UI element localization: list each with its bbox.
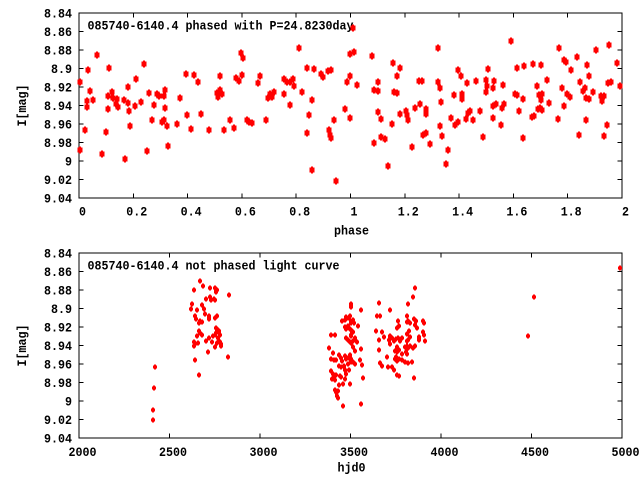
svg-text:085740-6140.4 phased with P=24: 085740-6140.4 phased with P=24.8230day <box>88 20 354 34</box>
svg-text:9.04: 9.04 <box>44 433 72 447</box>
svg-text:I[mag]: I[mag] <box>16 85 30 127</box>
svg-text:1.8: 1.8 <box>561 206 582 220</box>
svg-text:hjd0: hjd0 <box>338 462 366 476</box>
svg-text:9.02: 9.02 <box>44 414 72 428</box>
svg-text:8.9: 8.9 <box>51 63 72 77</box>
svg-text:8.84: 8.84 <box>44 248 72 262</box>
svg-text:8.98: 8.98 <box>44 377 72 391</box>
svg-text:phase: phase <box>334 225 369 239</box>
svg-text:4500: 4500 <box>521 446 549 460</box>
svg-text:8.98: 8.98 <box>44 137 72 151</box>
svg-text:9.02: 9.02 <box>44 174 72 188</box>
svg-text:8.84: 8.84 <box>44 8 72 22</box>
svg-text:2: 2 <box>622 206 629 220</box>
svg-text:1.6: 1.6 <box>506 206 527 220</box>
svg-text:085740-6140.4 not phased light: 085740-6140.4 not phased light curve <box>88 260 340 274</box>
svg-text:1.4: 1.4 <box>452 206 473 220</box>
svg-text:8.94: 8.94 <box>44 340 72 354</box>
svg-text:8.96: 8.96 <box>44 119 72 133</box>
svg-text:9: 9 <box>65 396 72 410</box>
svg-text:8.92: 8.92 <box>44 82 72 96</box>
svg-text:3500: 3500 <box>340 446 368 460</box>
svg-text:4000: 4000 <box>431 446 459 460</box>
svg-text:0.8: 0.8 <box>289 206 310 220</box>
svg-text:8.92: 8.92 <box>44 322 72 336</box>
svg-text:I[mag]: I[mag] <box>16 325 30 367</box>
svg-text:2500: 2500 <box>159 446 187 460</box>
svg-text:2000: 2000 <box>69 446 97 460</box>
svg-text:8.9: 8.9 <box>51 303 72 317</box>
svg-text:8.88: 8.88 <box>44 45 72 59</box>
svg-text:0: 0 <box>79 206 86 220</box>
svg-text:8.86: 8.86 <box>44 26 72 40</box>
svg-text:3000: 3000 <box>250 446 278 460</box>
svg-text:8.94: 8.94 <box>44 100 72 114</box>
svg-text:0.4: 0.4 <box>181 206 202 220</box>
svg-text:0.2: 0.2 <box>126 206 147 220</box>
svg-text:5000: 5000 <box>612 446 640 460</box>
svg-text:1.2: 1.2 <box>398 206 419 220</box>
svg-text:8.86: 8.86 <box>44 266 72 280</box>
svg-text:9: 9 <box>65 156 72 170</box>
svg-text:0.6: 0.6 <box>235 206 256 220</box>
svg-text:8.88: 8.88 <box>44 285 72 299</box>
svg-text:1: 1 <box>351 206 358 220</box>
svg-text:9.04: 9.04 <box>44 193 72 207</box>
svg-text:8.96: 8.96 <box>44 359 72 373</box>
